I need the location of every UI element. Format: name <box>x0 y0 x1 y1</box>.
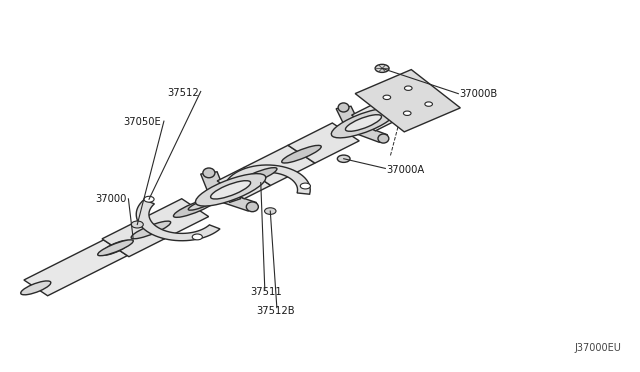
Text: 37000: 37000 <box>95 194 127 204</box>
Ellipse shape <box>346 115 381 131</box>
Text: 37000B: 37000B <box>460 89 498 99</box>
Polygon shape <box>355 70 460 132</box>
Ellipse shape <box>425 102 433 106</box>
Ellipse shape <box>264 208 276 214</box>
Ellipse shape <box>195 174 266 206</box>
Polygon shape <box>138 199 209 239</box>
Ellipse shape <box>211 181 251 199</box>
Ellipse shape <box>203 168 215 178</box>
Text: 37511: 37511 <box>250 287 282 297</box>
Ellipse shape <box>338 103 349 112</box>
Polygon shape <box>244 145 315 185</box>
Ellipse shape <box>144 196 154 202</box>
Text: J37000EU: J37000EU <box>575 343 621 353</box>
Ellipse shape <box>98 240 133 256</box>
Polygon shape <box>214 191 257 211</box>
Polygon shape <box>102 221 164 257</box>
Polygon shape <box>136 200 220 241</box>
Polygon shape <box>349 124 388 142</box>
Ellipse shape <box>337 155 350 163</box>
Polygon shape <box>24 240 127 296</box>
Ellipse shape <box>188 196 220 210</box>
Polygon shape <box>201 172 226 196</box>
Ellipse shape <box>332 108 396 138</box>
Ellipse shape <box>20 281 51 295</box>
Ellipse shape <box>101 240 130 255</box>
Ellipse shape <box>403 111 411 115</box>
Text: 37512: 37512 <box>168 87 200 97</box>
Text: 37000A: 37000A <box>387 164 425 174</box>
Polygon shape <box>288 123 359 163</box>
Ellipse shape <box>375 64 389 73</box>
Polygon shape <box>336 106 361 129</box>
Ellipse shape <box>131 221 143 228</box>
Ellipse shape <box>282 145 321 163</box>
Text: 37512B: 37512B <box>256 305 295 315</box>
Text: 37050E: 37050E <box>124 117 161 127</box>
Polygon shape <box>217 167 271 199</box>
Ellipse shape <box>192 234 202 240</box>
Polygon shape <box>224 165 310 202</box>
Ellipse shape <box>383 95 390 100</box>
Ellipse shape <box>378 134 389 143</box>
Polygon shape <box>351 93 420 131</box>
Ellipse shape <box>300 183 310 189</box>
Ellipse shape <box>131 221 171 239</box>
Ellipse shape <box>173 198 217 217</box>
Ellipse shape <box>246 202 259 212</box>
Ellipse shape <box>404 86 412 90</box>
Ellipse shape <box>225 195 236 201</box>
Ellipse shape <box>237 168 277 185</box>
